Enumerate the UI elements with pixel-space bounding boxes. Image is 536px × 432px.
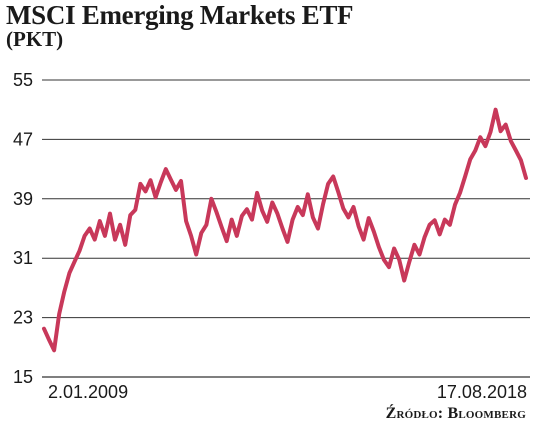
y-tick-label: 47 [13, 129, 33, 149]
y-axis-tick-labels: 15 23 31 39 47 55 [13, 70, 33, 387]
x-tick-label: 2.01.2009 [48, 382, 128, 402]
y-tick-label: 55 [13, 70, 33, 90]
x-tick-label: 17.08.2018 [437, 382, 527, 402]
series-line [42, 107, 528, 353]
chart-unit-label: (PKT) [6, 27, 64, 51]
gridlines [42, 79, 530, 378]
y-tick-label: 31 [13, 248, 33, 268]
y-tick-label: 39 [13, 189, 33, 209]
y-tick-label: 23 [13, 308, 33, 328]
source-note: Źródło: Bloomberg [385, 405, 526, 422]
x-axis-tick-labels: 2.01.2009 17.08.2018 [48, 382, 527, 402]
chart-title: MSCI Emerging Markets ETF [6, 0, 354, 30]
y-tick-label: 15 [13, 367, 33, 387]
